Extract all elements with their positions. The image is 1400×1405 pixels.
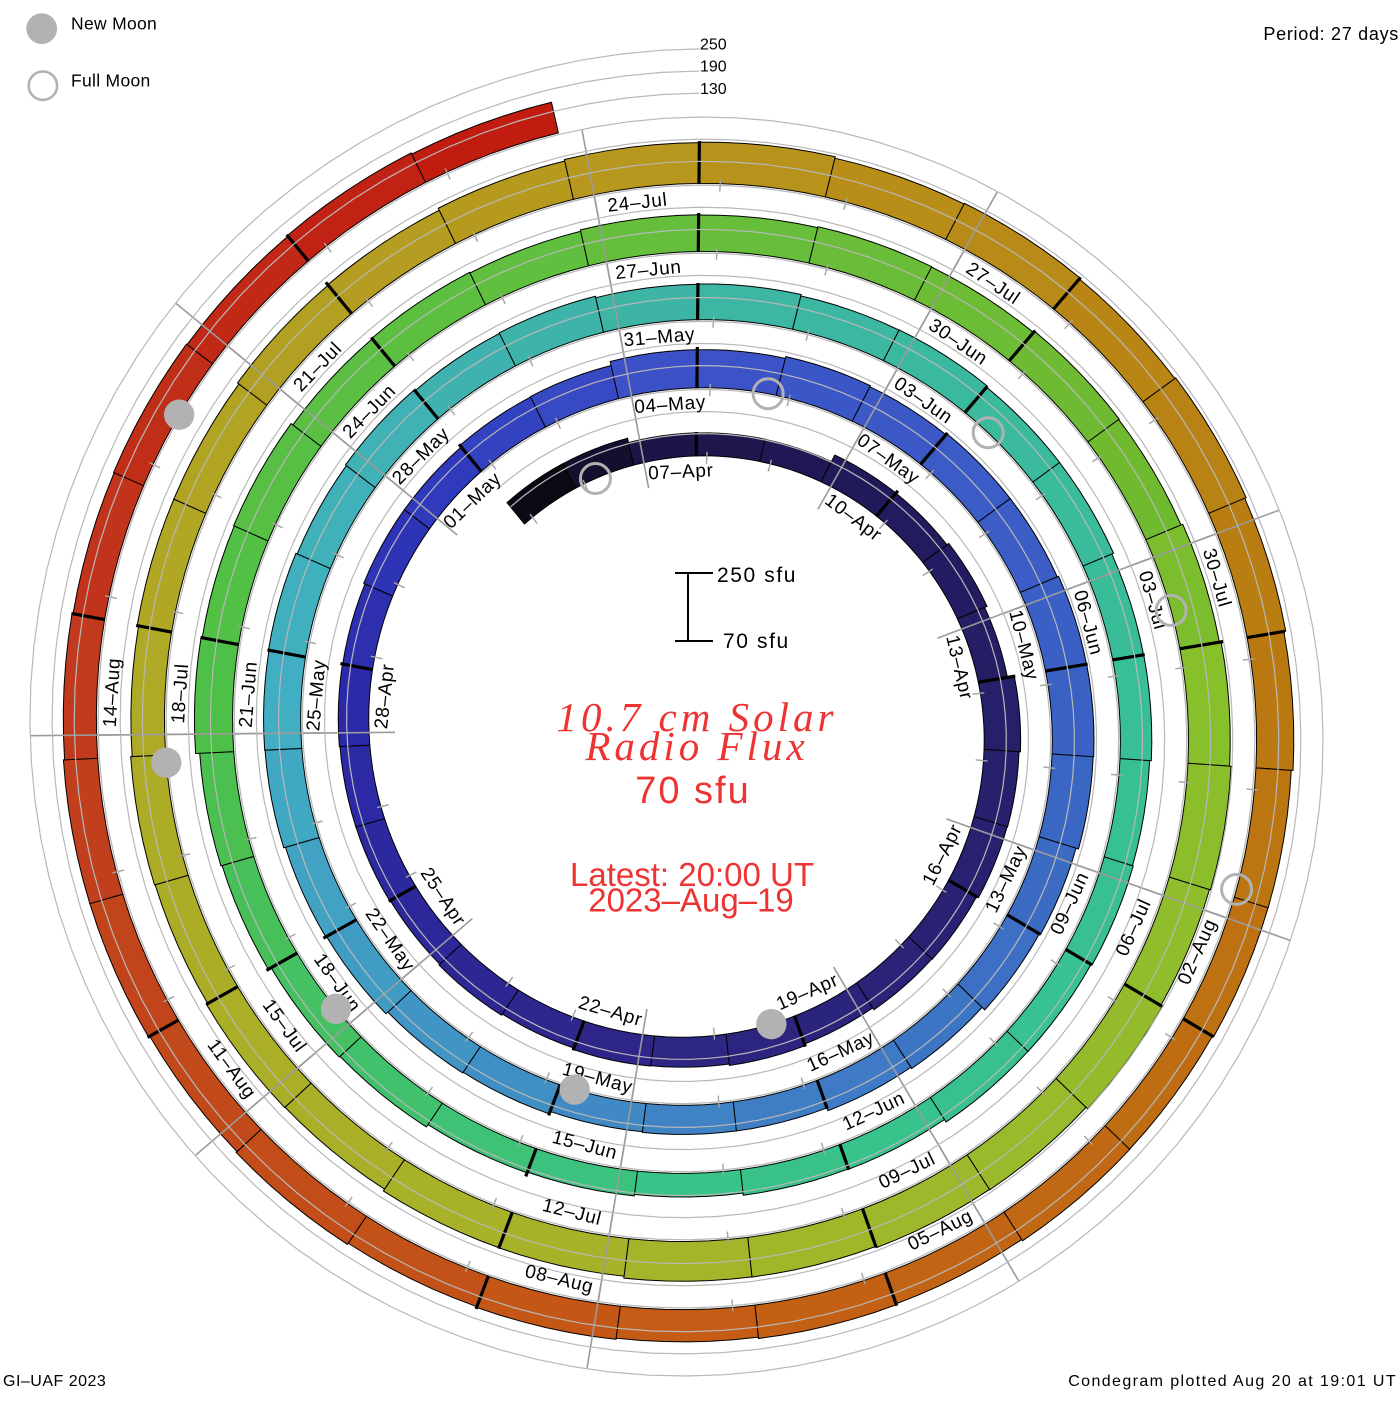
svg-text:Condegram plotted Aug 20 at 19: Condegram plotted Aug 20 at 19:01 UT bbox=[1068, 1373, 1397, 1390]
svg-text:New Moon: New Moon bbox=[71, 14, 157, 34]
svg-text:130: 130 bbox=[700, 81, 727, 98]
svg-text:70 sfu: 70 sfu bbox=[635, 770, 751, 812]
svg-text:07–Apr: 07–Apr bbox=[648, 460, 714, 484]
svg-text:Period: 27 days: Period: 27 days bbox=[1263, 24, 1399, 44]
svg-text:Full Moon: Full Moon bbox=[71, 71, 151, 91]
svg-text:14–Aug: 14–Aug bbox=[100, 657, 125, 728]
svg-text:18–Jul: 18–Jul bbox=[168, 663, 193, 725]
svg-text:2023–Aug–19: 2023–Aug–19 bbox=[588, 882, 794, 919]
svg-text:Radio Flux: Radio Flux bbox=[584, 723, 808, 769]
svg-text:70 sfu: 70 sfu bbox=[723, 630, 790, 653]
svg-text:190: 190 bbox=[700, 59, 727, 76]
svg-text:250: 250 bbox=[700, 37, 727, 54]
svg-text:250 sfu: 250 sfu bbox=[717, 564, 797, 587]
svg-text:GI–UAF 2023: GI–UAF 2023 bbox=[3, 1373, 106, 1390]
